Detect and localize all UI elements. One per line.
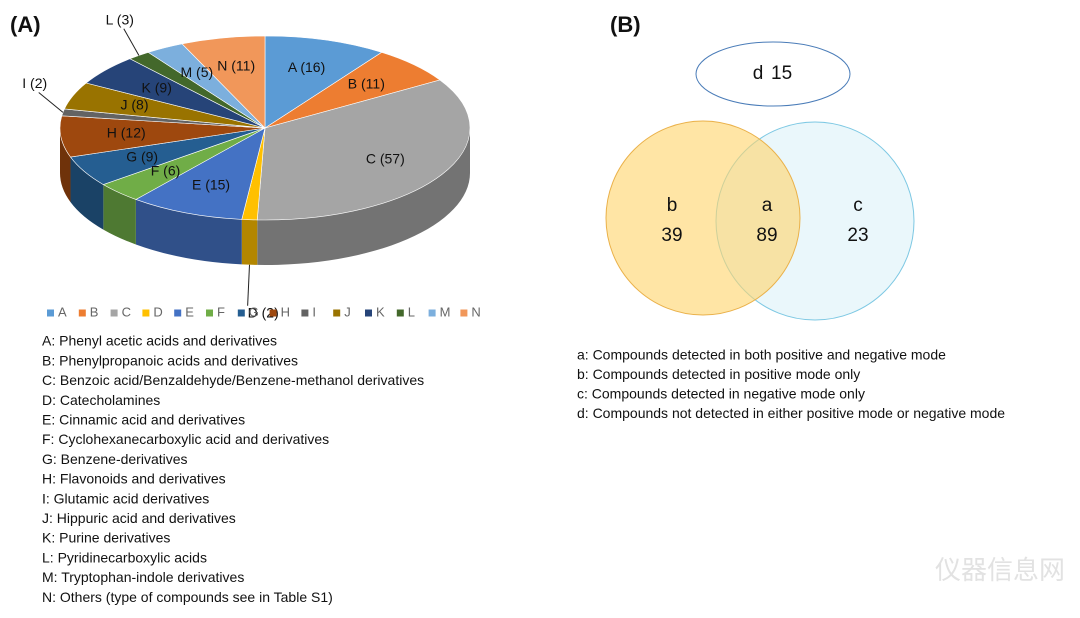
description: E: Cinnamic acid and derivatives [42,412,245,428]
legend-label: F [217,304,225,319]
slice-side [103,184,136,245]
data-label: M (5) [180,64,213,80]
legend-label: G [249,304,259,319]
legend-label: B [90,304,99,319]
slice-side [257,128,470,265]
slice [135,127,266,220]
data-label: H (12) [107,125,146,141]
legend-label: L [408,304,415,319]
data-label: L (3) [106,11,134,27]
slice-side [241,219,258,265]
legend-marker [206,309,213,317]
description: b: Compounds detected in positive mode o… [577,366,860,382]
set-b [605,120,801,316]
legend-label: I [312,304,316,319]
data-label: K (9) [142,79,172,95]
description: H: Flavonoids and derivatives [42,471,226,487]
set-label: c [853,195,863,216]
slice [181,35,266,129]
description: A: Phenyl acetic acids and derivatives [42,333,277,349]
legend-marker [78,309,86,317]
description: K: Purine derivatives [42,530,170,546]
legend-marker [301,309,309,317]
data-label: F (6) [151,163,181,179]
description: B: Phenylpropanoic acids and derivatives [42,352,298,368]
data-label: B (11) [348,76,385,92]
data-label: I (2) [22,75,47,91]
legend-label: E [185,304,194,319]
legend-marker [142,309,150,317]
slice-side [70,157,104,230]
legend-label: N [471,304,480,319]
legend-marker [428,309,436,317]
set-d [695,41,851,107]
set-label: b [667,195,678,216]
set-value: 89 [756,225,777,246]
watermark: 仪器信息网 [935,555,1065,585]
slice [264,35,383,129]
legend-label: C [122,304,131,319]
legend-marker [47,309,54,317]
data-label: N (11) [217,57,255,73]
legend-label: A [58,304,67,319]
set-value: 15 [771,63,792,84]
set-value: 39 [661,225,682,246]
legend-marker [269,309,277,317]
panel-label: (B) [610,12,641,37]
leader-line [38,92,64,113]
description: J: Hippuric acid and derivatives [42,510,236,526]
data-label: C (57) [366,150,405,166]
data-label: A (16) [288,59,325,75]
legend-label: K [376,304,385,319]
slice-side [60,128,71,203]
description: c: Compounds detected in negative mode o… [577,386,865,402]
leader-line [247,264,250,306]
legend-label: M [440,304,451,319]
description: D: Catecholamines [42,392,160,408]
legend-marker [110,309,118,317]
legend-marker [460,309,468,317]
legend-marker [396,309,404,317]
description: N: Others (type of compounds see in Tabl… [42,589,333,605]
set-value: 23 [847,225,868,246]
description: d: Compounds not detected in either posi… [577,405,1005,421]
description: I: Glutamic acid derivatives [42,490,209,506]
description: G: Benzene-derivatives [42,451,188,467]
legend-marker [365,309,372,317]
panel-label: (A) [10,12,41,37]
legend-label: H [281,304,290,319]
data-label: G (9) [126,148,158,164]
description: C: Benzoic acid/Benzaldehyde/Benzene-met… [42,372,424,388]
description: M: Tryptophan-indole derivatives [42,569,244,585]
set-label: a [762,195,773,216]
description: a: Compounds detected in both positive a… [577,347,946,363]
legend-marker [333,309,341,317]
legend-label: J [344,304,351,319]
slice-side [135,199,242,265]
data-label: J (8) [121,97,149,113]
leader-line [123,28,140,56]
legend-marker [174,309,182,317]
slice [256,79,471,221]
legend-label: D [153,304,162,319]
legend-marker [237,309,245,317]
data-label: E (15) [192,176,230,192]
set-label: d [753,63,764,84]
description: F: Cyclohexanecarboxylic acid and deriva… [42,431,329,447]
description: L: Pyridinecarboxylic acids [42,549,207,565]
